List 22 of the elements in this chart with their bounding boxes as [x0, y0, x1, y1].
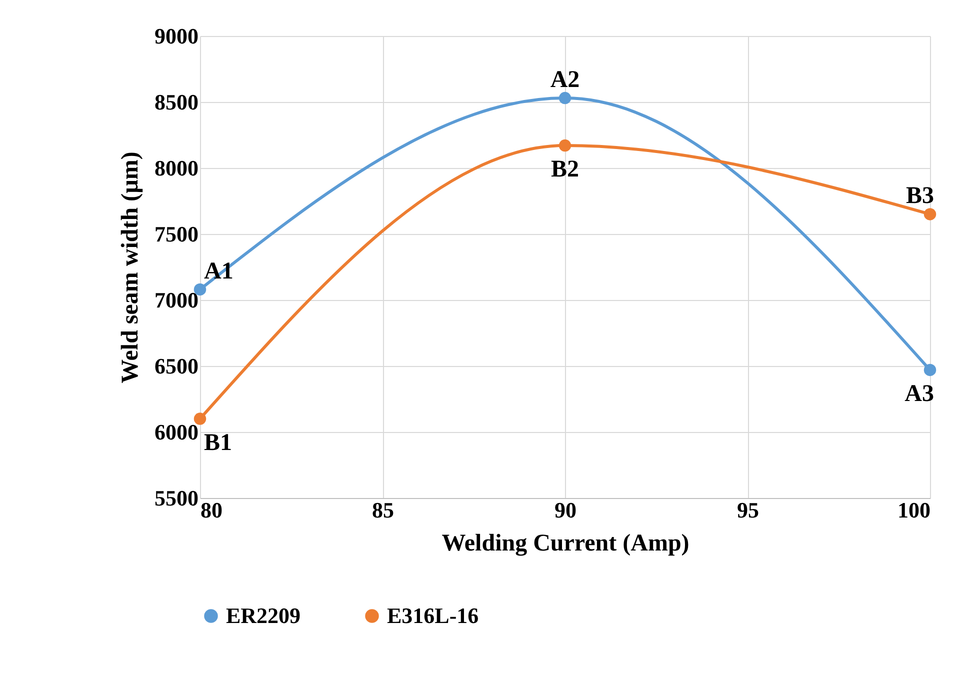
legend-label: E316L-16 [387, 603, 479, 628]
x-tick-label: 85 [372, 498, 394, 522]
x-axis-title: Welding Current (Amp) [442, 530, 690, 556]
x-tick-label: 100 [898, 498, 930, 522]
annotation: A2 [550, 67, 580, 94]
y-tick-label: 8000 [154, 156, 198, 180]
y-tick-label: 6500 [154, 354, 198, 378]
y-tick-label: 6000 [154, 420, 198, 444]
y-tick-label: 8500 [154, 90, 198, 114]
annotation: B1 [204, 430, 232, 456]
annotation: A3 [904, 380, 934, 407]
x-tick-label: 95 [737, 498, 759, 522]
x-tick-label: 80 [200, 498, 222, 522]
annotation: B2 [550, 156, 580, 183]
y-axis-title: Weld seam width (µm) [118, 152, 144, 384]
x-tick-label: 90 [554, 498, 576, 522]
y-tick-label: 7500 [154, 222, 198, 246]
legend-label: ER2209 [226, 603, 301, 628]
annotation: B3 [906, 183, 934, 210]
y-tick-label: 5500 [154, 486, 198, 510]
y-tick-label: 7000 [154, 288, 198, 312]
y-tick-label: 9000 [154, 24, 198, 48]
